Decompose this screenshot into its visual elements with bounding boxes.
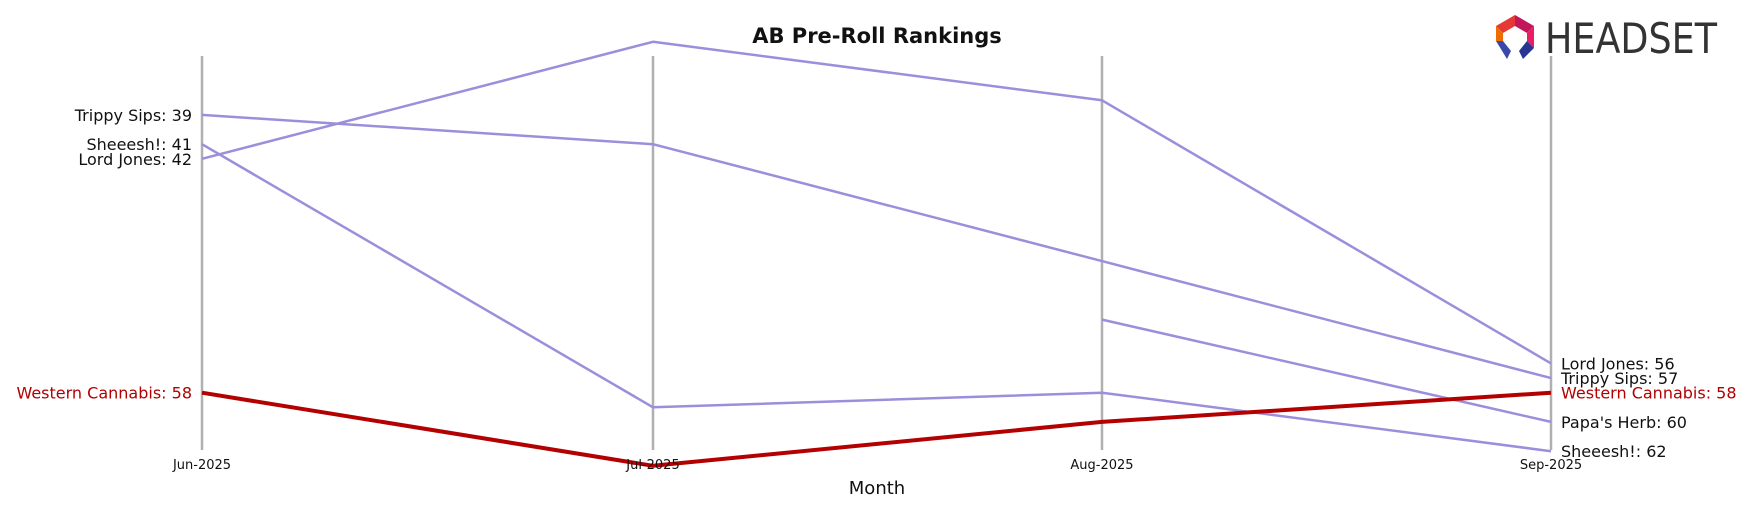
x-axis-label: Month	[849, 478, 905, 499]
x-tick-jun-2025: Jun-2025	[172, 458, 231, 473]
headset-logo-icon	[1496, 15, 1534, 59]
month-gridlines	[200, 56, 1553, 450]
right-label-lord-jones: Lord Jones: 56	[1561, 354, 1675, 373]
series-line-sheeesh	[201, 143, 1552, 453]
x-tick-jul-2025: Jul-2025	[625, 458, 679, 473]
series-line-trippy-sips	[201, 113, 1552, 380]
chart-title: AB Pre-Roll Rankings	[752, 24, 1002, 48]
right-label-papa-s-herb: Papa's Herb: 60	[1561, 413, 1687, 432]
right-label-trippy-sips: Trippy Sips: 57	[1560, 369, 1678, 388]
right-label-western-cannabis: Western Cannabis: 58	[1561, 384, 1737, 403]
series-line-papa-s-herb	[1101, 318, 1552, 424]
left-label-lord-jones: Lord Jones: 42	[78, 150, 192, 169]
series-lines	[201, 40, 1552, 468]
left-label-trippy-sips: Trippy Sips: 39	[74, 106, 192, 125]
series-line-lord-jones	[201, 40, 1552, 365]
series-line-western-cannabis	[201, 390, 1552, 468]
left-label-sheeesh: Sheeesh!: 41	[86, 135, 192, 154]
x-tick-sep-2025: Sep-2025	[1520, 458, 1582, 473]
logo-text: HEADSET	[1545, 14, 1717, 63]
logo: HEADSET	[1496, 14, 1717, 63]
x-tick-labels: Jun-2025 Jul-2025 Aug-2025 Sep-2025	[172, 458, 1582, 473]
x-tick-aug-2025: Aug-2025	[1070, 458, 1133, 473]
right-label-sheeesh: Sheeesh!: 62	[1561, 442, 1667, 461]
left-label-western-cannabis: Western Cannabis: 58	[16, 384, 192, 403]
